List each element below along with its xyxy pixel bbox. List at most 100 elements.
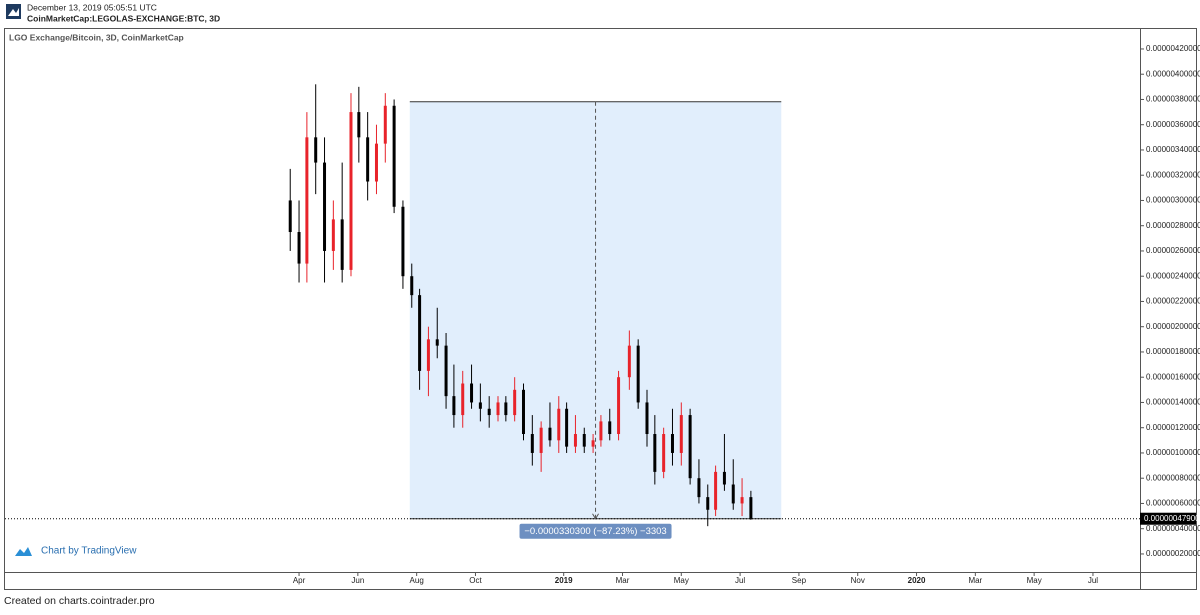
candle-body — [374, 143, 378, 182]
candle-body — [749, 497, 753, 519]
candle-body — [297, 232, 301, 264]
timestamp: December 13, 2019 05:05:51 UTC — [27, 2, 157, 12]
x-tick-label: Jul — [735, 576, 745, 585]
y-tick-label: 0.00000040000 — [1146, 524, 1200, 533]
y-tick-label: 0.00000300000 — [1146, 196, 1200, 205]
y-tick-label: 0.00000240000 — [1146, 271, 1200, 280]
y-tick-label: 0.00000100000 — [1146, 448, 1200, 457]
candle-body — [513, 389, 517, 416]
y-tick-label: 0.00000320000 — [1146, 170, 1200, 179]
y-tick-label: 0.00000080000 — [1146, 473, 1200, 482]
x-tick-label: Nov — [851, 576, 865, 585]
candle-body — [496, 402, 500, 416]
candle-body — [435, 339, 439, 346]
y-tick-label: 0.00000360000 — [1146, 120, 1200, 129]
symbol: CoinMarketCap:LEGOLAS-EXCHANGE:BTC, 3D — [27, 13, 220, 23]
candle-body — [288, 200, 292, 233]
candle-body — [305, 137, 309, 264]
candle-body — [452, 396, 456, 416]
candle-body — [706, 497, 710, 510]
y-tick-label: 0.00000120000 — [1146, 423, 1200, 432]
candle-body — [670, 434, 674, 453]
candle-body — [478, 402, 482, 409]
candle-body — [565, 408, 569, 447]
x-tick-label: Sep — [792, 576, 807, 585]
footer: Created on charts.cointrader.pro — [4, 595, 155, 607]
candle-body — [340, 219, 344, 270]
candle-body — [323, 162, 327, 251]
frame — [4, 28, 1197, 590]
last-price-box — [1140, 512, 1196, 525]
y-tick-label: 0.00000400000 — [1146, 69, 1200, 78]
y-tick-label: 0.00000200000 — [1146, 322, 1200, 331]
candle-body — [487, 408, 491, 416]
candle-body — [645, 402, 649, 435]
candle-body — [679, 415, 683, 453]
y-tick-label: 0.00000420000 — [1146, 44, 1200, 53]
candle-body — [410, 276, 414, 296]
y-tick-label: 0.00000280000 — [1146, 221, 1200, 230]
y-tick-label: 0.00000380000 — [1146, 95, 1200, 104]
x-tick-label: Jun — [351, 576, 364, 585]
candle-body — [573, 434, 577, 447]
candle-body — [548, 427, 552, 441]
candle-body — [731, 484, 735, 504]
candle-body — [314, 137, 318, 163]
y-tick-label: 0.00000260000 — [1146, 246, 1200, 255]
last-price-label: 0.00000047900 — [1144, 514, 1200, 523]
x-tick-label: Apr — [293, 576, 306, 585]
tv-logo-bg — [12, 541, 34, 561]
candle-body — [627, 345, 631, 378]
measure-area — [409, 101, 782, 519]
candle-body — [539, 427, 543, 453]
y-tick-label: 0.00000160000 — [1146, 372, 1200, 381]
candle-body — [688, 415, 692, 479]
x-tick-label: May — [674, 576, 689, 585]
y-tick-label: 0.00000340000 — [1146, 145, 1200, 154]
measure-label-bg — [519, 523, 672, 539]
candle-body — [461, 383, 465, 416]
candle-body — [444, 345, 448, 397]
x-tick-label: Oct — [469, 576, 482, 585]
candle-body — [697, 478, 701, 498]
candle-body — [636, 345, 640, 403]
x-tick-label: 2019 — [555, 576, 573, 585]
candle-body — [530, 434, 534, 453]
candle-body — [662, 434, 666, 472]
x-tick-label: 2020 — [908, 576, 926, 585]
tv-logo — [15, 547, 32, 556]
candle-body — [722, 471, 726, 485]
candle-body — [426, 339, 430, 371]
x-tick-label: May — [1027, 576, 1042, 585]
candle-body — [599, 421, 603, 441]
x-tick-label: Aug — [410, 576, 424, 585]
candle-body — [557, 408, 561, 441]
y-tick-label: 0.00000020000 — [1146, 549, 1200, 558]
chart-title: LGO Exchange/Bitcoin, 3D, CoinMarketCap — [9, 32, 184, 42]
candle-body — [366, 137, 370, 182]
logo-mark — [8, 8, 19, 16]
candle-body — [357, 112, 361, 138]
y-tick-label: 0.00000060000 — [1146, 499, 1200, 508]
candle-body — [392, 105, 396, 207]
y-tick-label: 0.00000220000 — [1146, 297, 1200, 306]
x-tick-label: Jul — [1088, 576, 1098, 585]
candle-body — [653, 434, 657, 472]
candle-body — [418, 295, 422, 371]
watermark[interactable]: Chart by TradingView — [41, 546, 137, 557]
candle-body — [740, 497, 744, 504]
candle-body — [383, 105, 387, 144]
candle-body — [591, 440, 595, 447]
candle-body — [470, 383, 474, 403]
x-tick-label: Mar — [968, 576, 982, 585]
candle-body — [331, 219, 335, 251]
candle-body — [349, 112, 353, 270]
candle-body — [521, 389, 525, 435]
measure-label: −0.0000330300 (−87.23%) −3303 — [524, 526, 666, 537]
x-tick-label: Mar — [616, 576, 630, 585]
measure-arrow-head — [592, 513, 599, 520]
candle-body — [582, 434, 586, 447]
y-tick-label: 0.00000180000 — [1146, 347, 1200, 356]
candle-body — [401, 206, 405, 277]
